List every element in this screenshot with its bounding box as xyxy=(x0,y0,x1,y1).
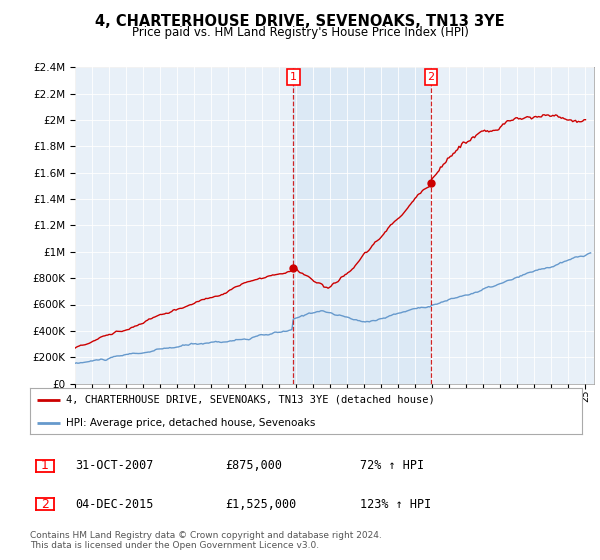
Text: HPI: Average price, detached house, Sevenoaks: HPI: Average price, detached house, Seve… xyxy=(66,418,315,427)
Text: 123% ↑ HPI: 123% ↑ HPI xyxy=(360,497,431,511)
Text: 2: 2 xyxy=(41,497,49,511)
Text: 2: 2 xyxy=(427,72,434,82)
Text: 4, CHARTERHOUSE DRIVE, SEVENOAKS, TN13 3YE (detached house): 4, CHARTERHOUSE DRIVE, SEVENOAKS, TN13 3… xyxy=(66,395,434,404)
Text: 1: 1 xyxy=(41,459,49,473)
Text: £1,525,000: £1,525,000 xyxy=(225,497,296,511)
Text: 31-OCT-2007: 31-OCT-2007 xyxy=(75,459,154,473)
Text: 04-DEC-2015: 04-DEC-2015 xyxy=(75,497,154,511)
Text: Price paid vs. HM Land Registry's House Price Index (HPI): Price paid vs. HM Land Registry's House … xyxy=(131,26,469,39)
Text: 4, CHARTERHOUSE DRIVE, SEVENOAKS, TN13 3YE: 4, CHARTERHOUSE DRIVE, SEVENOAKS, TN13 3… xyxy=(95,14,505,29)
Text: 1: 1 xyxy=(290,72,297,82)
Text: Contains HM Land Registry data © Crown copyright and database right 2024.
This d: Contains HM Land Registry data © Crown c… xyxy=(30,530,382,550)
Text: £875,000: £875,000 xyxy=(225,459,282,473)
Bar xyxy=(293,67,431,384)
Text: 72% ↑ HPI: 72% ↑ HPI xyxy=(360,459,424,473)
